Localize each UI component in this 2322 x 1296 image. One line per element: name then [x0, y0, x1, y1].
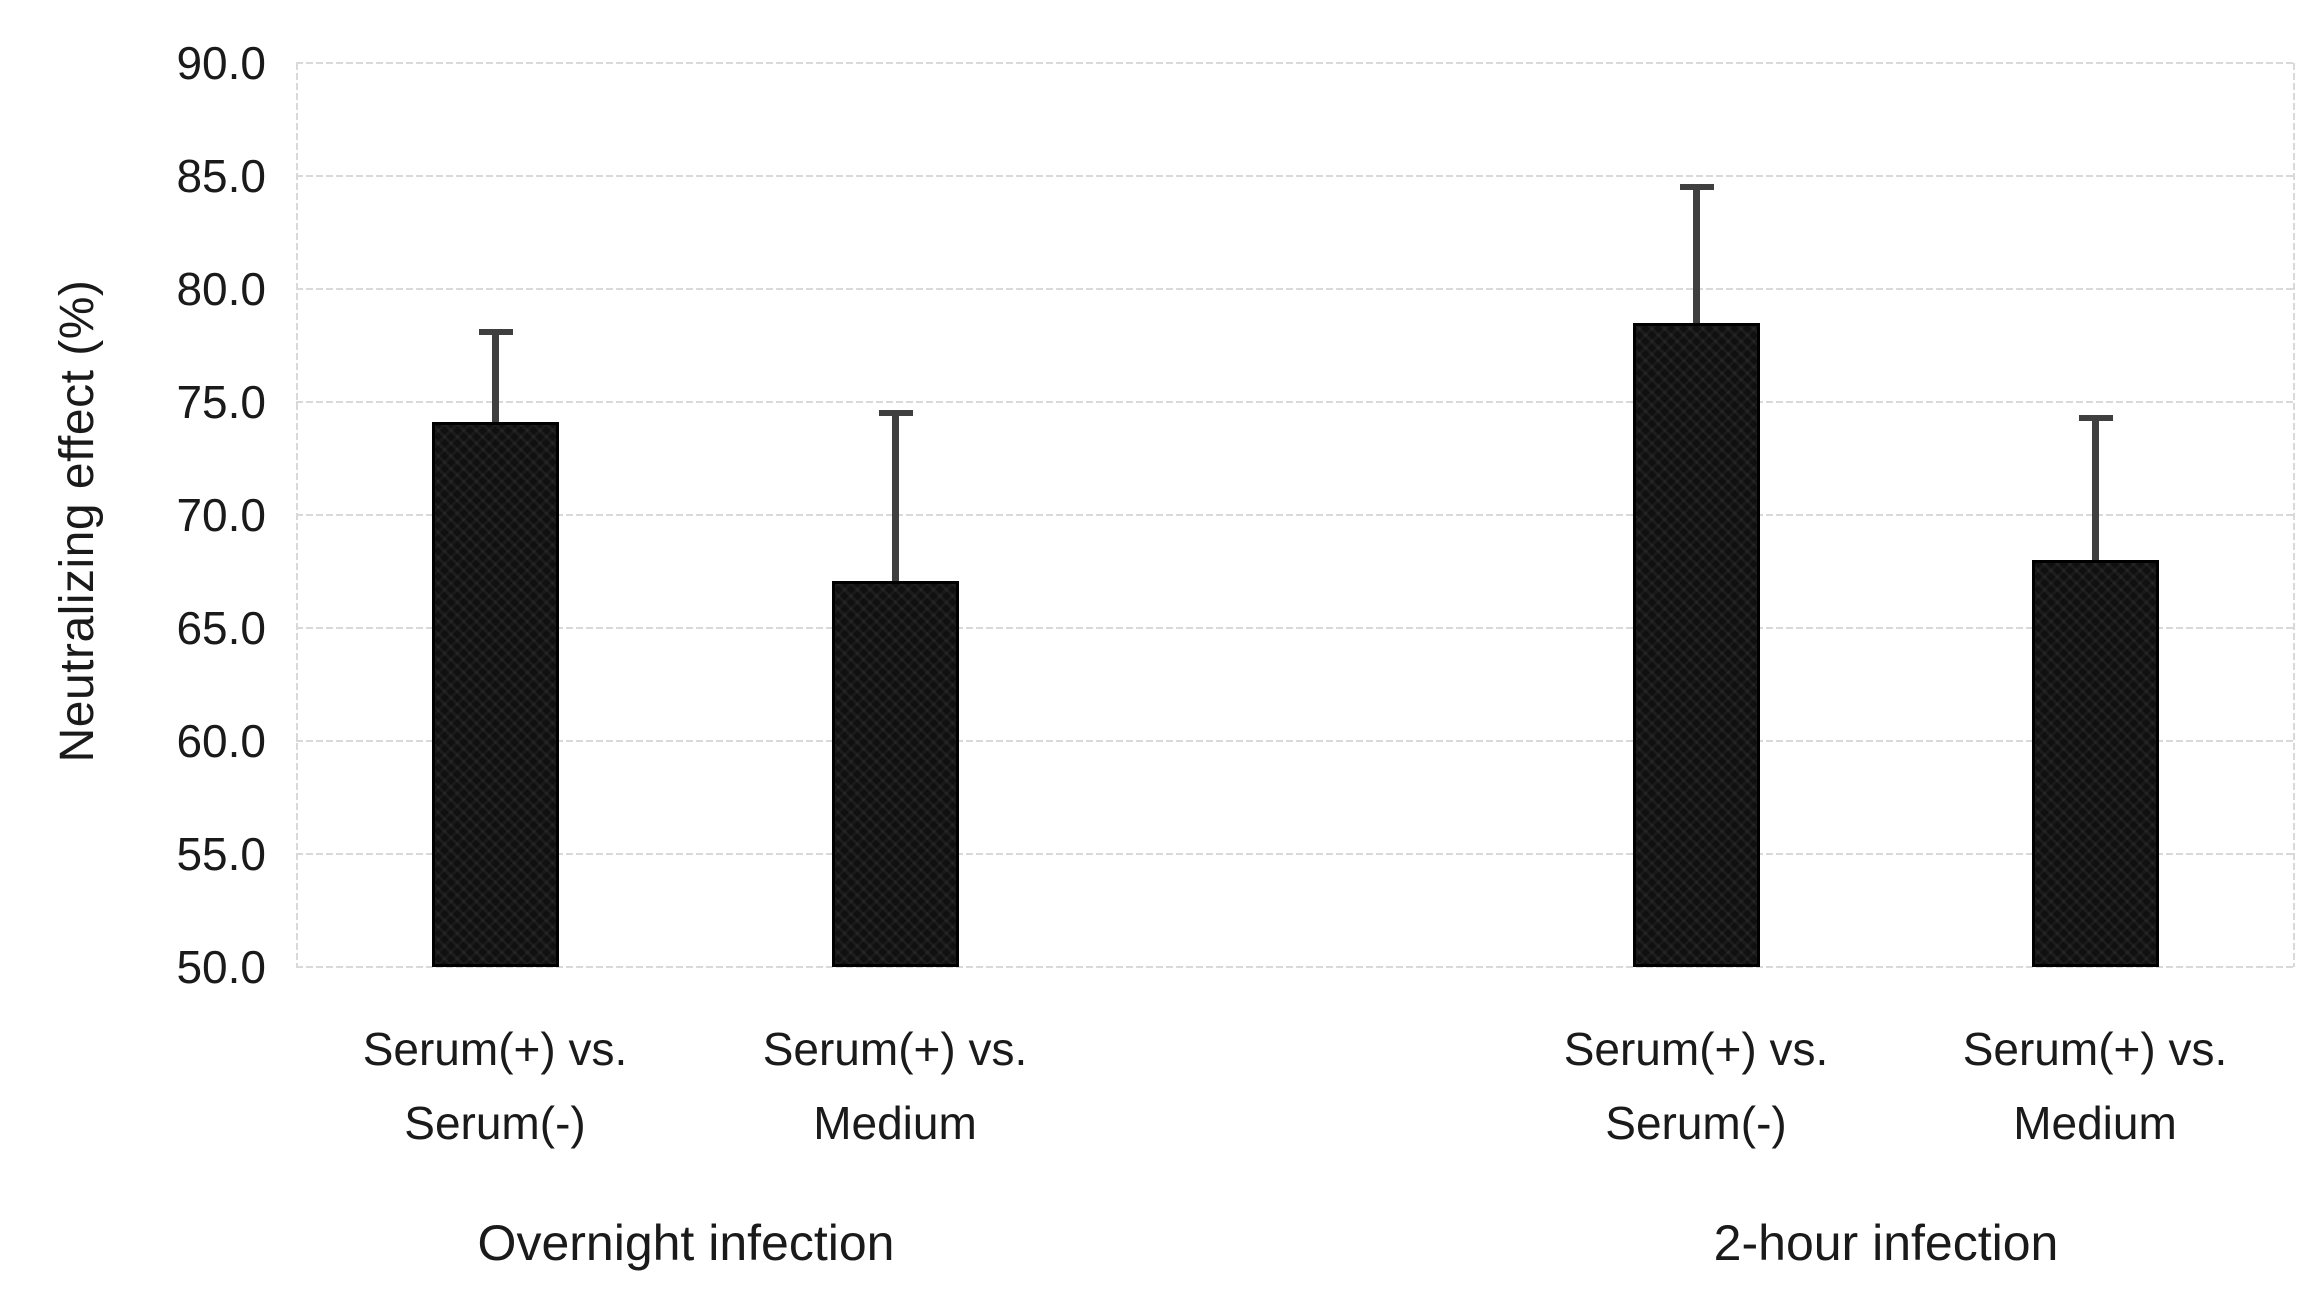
y-tick-label: 65.0	[176, 602, 266, 654]
plot-area	[296, 62, 2295, 968]
category-label: Serum(+) vs. Medium	[675, 1012, 1115, 1160]
error-bar-whisker	[492, 331, 499, 423]
gridline	[296, 740, 2295, 742]
bar	[832, 580, 959, 967]
category-label-line1: Serum(+) vs.	[1962, 1023, 2228, 1075]
gridline	[296, 853, 2295, 855]
bar	[2032, 560, 2159, 967]
group-label-overnight: Overnight infection	[477, 1215, 895, 1271]
gridline	[296, 175, 2295, 177]
category-label-line1: Serum(+) vs.	[762, 1023, 1028, 1075]
y-tick-label: 90.0	[176, 37, 266, 89]
y-tick-label: 55.0	[176, 828, 266, 880]
category-label-line2: Medium	[2013, 1097, 2177, 1149]
y-tick-label: 70.0	[176, 489, 266, 541]
category-label: Serum(+) vs. Serum(-)	[1476, 1012, 1916, 1160]
category-label-line2: Serum(-)	[404, 1097, 586, 1149]
category-label: Serum(+) vs. Serum(-)	[275, 1012, 715, 1160]
category-label-line2: Medium	[813, 1097, 977, 1149]
error-bar-whisker	[892, 413, 899, 581]
gridline	[296, 288, 2295, 290]
gridline	[296, 401, 2295, 403]
bar	[1633, 322, 1760, 967]
category-label-line1: Serum(+) vs.	[1563, 1023, 1829, 1075]
plot-right-edge	[2293, 63, 2295, 967]
y-tick-label: 60.0	[176, 715, 266, 767]
gridline	[296, 966, 2295, 968]
error-bar-cap	[878, 410, 913, 417]
error-bar-whisker	[2092, 417, 2099, 561]
error-bar-cap	[478, 328, 513, 335]
gridline	[296, 514, 2295, 516]
category-label: Serum(+) vs. Medium	[1875, 1012, 2315, 1160]
group-label-2hour: 2-hour infection	[1713, 1215, 2059, 1271]
error-bar-cap	[2078, 414, 2113, 421]
y-tick-label: 75.0	[176, 376, 266, 428]
error-bar-cap	[1679, 184, 1714, 191]
bar	[432, 422, 559, 967]
plot-left-edge	[296, 63, 298, 967]
gridline	[296, 62, 2295, 64]
y-tick-label: 80.0	[176, 263, 266, 315]
y-tick-label: 50.0	[176, 941, 266, 993]
error-bar-whisker	[1693, 187, 1700, 323]
y-tick-label: 85.0	[176, 150, 266, 202]
category-label-line1: Serum(+) vs.	[362, 1023, 628, 1075]
gridline	[296, 627, 2295, 629]
category-label-line2: Serum(-)	[1605, 1097, 1787, 1149]
